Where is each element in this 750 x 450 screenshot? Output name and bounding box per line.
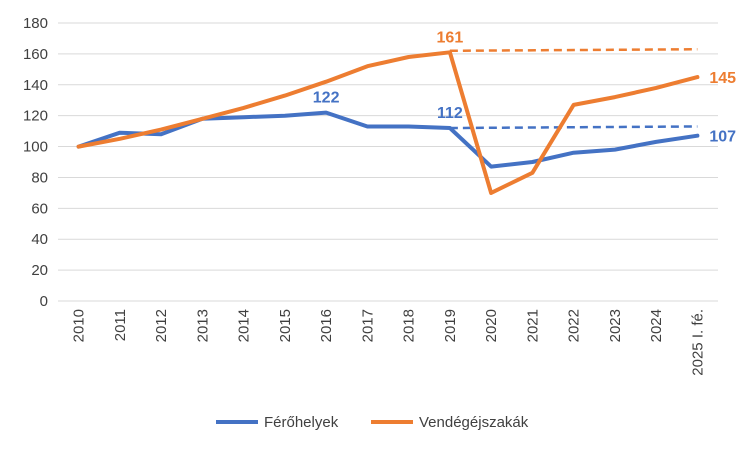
x-tick-label: 2010 xyxy=(71,309,88,342)
data-label: 122 xyxy=(313,90,340,107)
trend-line xyxy=(449,48,698,53)
x-tick-label: 2015 xyxy=(277,309,294,342)
x-tick-label: 2011 xyxy=(112,309,129,341)
data-label: 107 xyxy=(709,129,736,146)
x-tick-label: 2014 xyxy=(236,309,253,342)
data-label: 112 xyxy=(437,105,463,122)
y-tick-label: 100 xyxy=(23,139,48,156)
data-label: 145 xyxy=(709,70,736,87)
x-tick-label: 2023 xyxy=(607,309,624,342)
gridlines xyxy=(58,22,718,302)
legend-label: Férőhelyek xyxy=(264,414,339,431)
y-axis-ticks: 0 20 40 60 80 100 120 140 160 180 xyxy=(23,15,48,310)
y-tick-label: 40 xyxy=(31,231,48,248)
legend-label: Vendégéjszakák xyxy=(419,414,529,431)
y-tick-label: 80 xyxy=(31,169,48,186)
series-lines xyxy=(76,50,700,195)
trend-lines xyxy=(449,48,698,130)
series-line-Vendégéjszakák xyxy=(76,50,700,195)
y-tick-label: 160 xyxy=(23,46,48,63)
y-tick-label: 0 xyxy=(40,293,48,310)
x-tick-label: 2022 xyxy=(566,309,583,342)
x-tick-label: 2016 xyxy=(318,309,335,342)
x-tick-label: 2017 xyxy=(359,309,376,342)
data-labels: 122 112 107 161 145 xyxy=(313,29,736,145)
trend-line xyxy=(449,125,698,130)
y-tick-label: 20 xyxy=(31,262,48,279)
x-tick-label: 2020 xyxy=(483,309,500,342)
series-line-Férőhelyek xyxy=(76,110,700,169)
y-tick-label: 60 xyxy=(31,200,48,217)
legend: Férőhelyek Vendégéjszakák xyxy=(216,414,529,431)
data-label: 161 xyxy=(437,29,464,46)
y-tick-label: 180 xyxy=(23,15,48,32)
x-tick-label: 2013 xyxy=(194,309,211,342)
x-tick-label: 2019 xyxy=(442,309,459,342)
x-tick-label: 2012 xyxy=(153,309,170,342)
x-tick-label: 2021 xyxy=(524,309,541,342)
x-axis-ticks: 2010 2011 2012 2013 2014 2015 2016 2017 2018 2019… xyxy=(71,309,707,376)
y-tick-label: 120 xyxy=(23,108,48,125)
x-tick-label: 2024 xyxy=(648,309,665,342)
x-tick-label: 2025 I. fé. xyxy=(689,309,706,376)
y-tick-label: 140 xyxy=(23,77,48,94)
x-tick-label: 2018 xyxy=(401,309,418,342)
